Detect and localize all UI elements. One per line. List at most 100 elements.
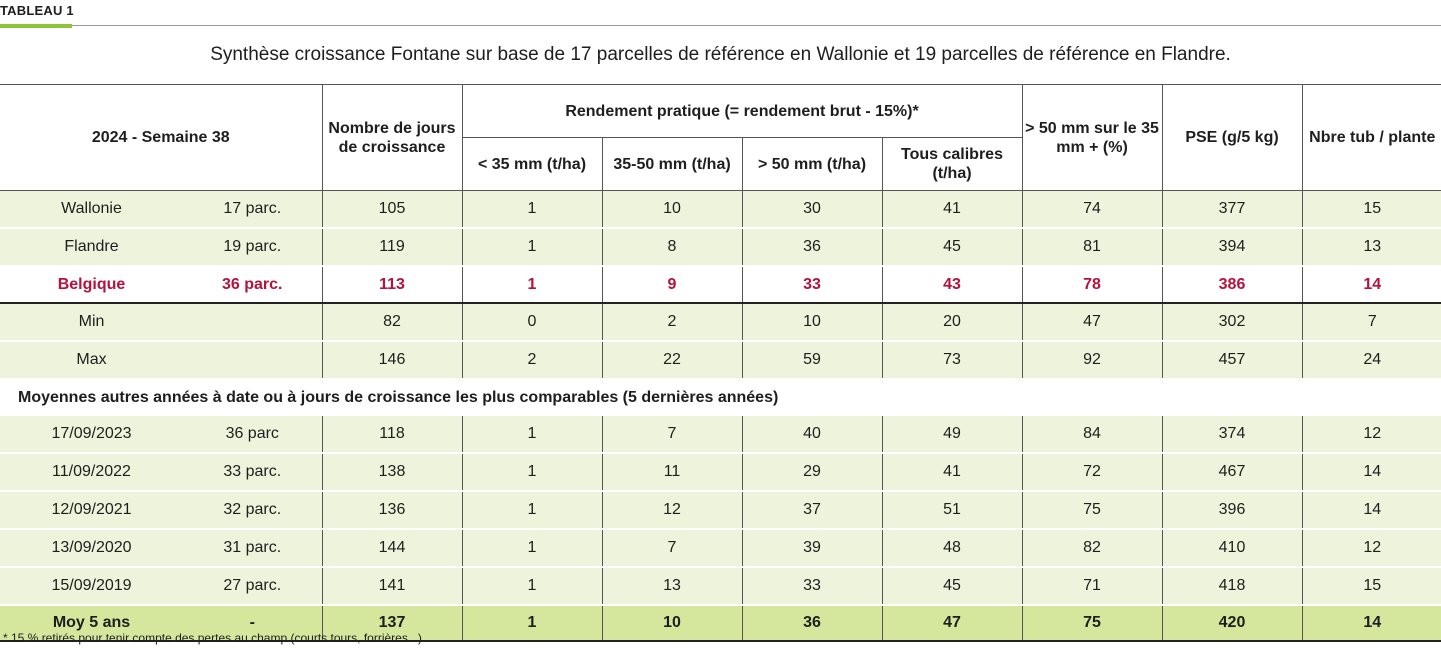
table-cell: 78 bbox=[1021, 265, 1163, 304]
table-cell: 36 bbox=[741, 604, 882, 642]
table-cell: 19 parc. bbox=[183, 228, 322, 267]
table-row: 11/09/2022 33 parc. 138 1 11 29 41 72 467 14 bbox=[0, 453, 1441, 492]
table-cell: 49 bbox=[881, 416, 1023, 454]
table-cell: 2 bbox=[461, 341, 602, 380]
table-cell: 396 bbox=[1161, 491, 1303, 530]
table-cell: 71 bbox=[1021, 567, 1163, 606]
header-period: 2024 - Semaine 38 bbox=[0, 84, 322, 191]
table-cell: 302 bbox=[1161, 303, 1303, 342]
table-cell: 37 bbox=[741, 491, 882, 530]
table-cell: 39 bbox=[741, 529, 882, 568]
table-cell: 146 bbox=[321, 341, 462, 380]
table-body: Wallonie 17 parc. 105 1 10 30 41 74 377 15 Flandre… bbox=[0, 190, 1441, 642]
table-cell: 12/09/2021 bbox=[0, 491, 183, 530]
table-caption: Synthèse croissance Fontane sur base de … bbox=[210, 44, 1231, 65]
table-cell: 84 bbox=[1021, 416, 1163, 454]
table-cell: 33 bbox=[741, 567, 882, 606]
table-cell: 13 bbox=[601, 567, 742, 606]
table-cell: 47 bbox=[881, 604, 1023, 642]
table-cell: 7 bbox=[1301, 303, 1441, 342]
table-cell: 73 bbox=[881, 341, 1023, 380]
table-cell: 374 bbox=[1161, 416, 1303, 454]
table-cell: 31 parc. bbox=[183, 529, 322, 568]
table-cell: 11 bbox=[601, 453, 742, 492]
section-title: Moyennes autres années à date ou à jours… bbox=[0, 379, 1441, 416]
table-row: Wallonie 17 parc. 105 1 10 30 41 74 377 15 bbox=[0, 190, 1441, 229]
table-cell: 32 parc. bbox=[183, 491, 322, 530]
table-cell: 36 parc. bbox=[183, 265, 322, 304]
table-cell: 12 bbox=[1301, 416, 1441, 454]
table-row: Min 82 0 2 10 20 47 302 7 bbox=[0, 303, 1441, 342]
table-cell: 82 bbox=[1021, 529, 1163, 568]
table-cell: Flandre bbox=[0, 228, 183, 267]
table-cell: 7 bbox=[601, 416, 742, 454]
table-cell: 82 bbox=[321, 303, 462, 342]
table-cell: 33 bbox=[741, 265, 882, 304]
table-row: 12/09/2021 32 parc. 136 1 12 37 51 75 396 14 bbox=[0, 491, 1441, 530]
header-all: Tous calibres (t/ha) bbox=[881, 137, 1023, 191]
table-cell: 41 bbox=[881, 190, 1023, 229]
table-cell: 118 bbox=[321, 416, 462, 454]
table-cell: 33 parc. bbox=[183, 453, 322, 492]
table-cell: 105 bbox=[321, 190, 462, 229]
table-cell: 36 bbox=[741, 228, 882, 267]
table-cell: 47 bbox=[1021, 303, 1163, 342]
table-row: 17/09/2023 36 parc 118 1 7 40 49 84 374 12 bbox=[0, 416, 1441, 454]
table-cell: Min bbox=[0, 303, 183, 342]
table-cell: 420 bbox=[1161, 604, 1303, 642]
table-cell: 119 bbox=[321, 228, 462, 267]
header-tubers: Nbre tub / plante bbox=[1301, 84, 1441, 191]
table-cell: 144 bbox=[321, 529, 462, 568]
table-cell: 81 bbox=[1021, 228, 1163, 267]
table-cell: 43 bbox=[881, 265, 1023, 304]
table-cell: 137 bbox=[321, 604, 462, 642]
table-cell: 10 bbox=[601, 604, 742, 642]
table-cell: 51 bbox=[881, 491, 1023, 530]
table-cell: 14 bbox=[1301, 265, 1441, 304]
table-cell: 467 bbox=[1161, 453, 1303, 492]
table-cell: Max bbox=[0, 341, 183, 380]
table-cell: 11/09/2022 bbox=[0, 453, 183, 492]
table-cell: 15 bbox=[1301, 190, 1441, 229]
table-cell: 14 bbox=[1301, 604, 1441, 642]
average-row: Moy 5 ans -137 1 10 36 47 75 420 14 bbox=[0, 604, 1441, 642]
table-cell: 141 bbox=[321, 567, 462, 606]
table-cell: 22 bbox=[601, 341, 742, 380]
table-cell: 59 bbox=[741, 341, 882, 380]
table-cell: 1 bbox=[461, 416, 602, 454]
table-cell: 7 bbox=[601, 529, 742, 568]
table-cell: 1 bbox=[461, 190, 602, 229]
table-cell: 394 bbox=[1161, 228, 1303, 267]
table-cell: 75 bbox=[1021, 491, 1163, 530]
table-cell: 14 bbox=[1301, 453, 1441, 492]
table-cell: 36 parc bbox=[183, 416, 322, 454]
header-pse: PSE (g/5 kg) bbox=[1161, 84, 1303, 191]
table-cell: 92 bbox=[1021, 341, 1163, 380]
table-cell: 45 bbox=[881, 228, 1023, 267]
table-row: 13/09/2020 31 parc. 144 1 7 39 48 82 410 12 bbox=[0, 529, 1441, 568]
tag-accent-bar bbox=[0, 24, 72, 28]
table-cell: 72 bbox=[1021, 453, 1163, 492]
table-cell bbox=[183, 341, 322, 380]
results-table: 2024 - Semaine 38 Nombre de jours de cro… bbox=[0, 84, 1441, 642]
table-row: Max 146 2 22 59 73 92 457 24 bbox=[0, 341, 1441, 380]
table-cell bbox=[183, 303, 322, 342]
table-cell: 9 bbox=[601, 265, 742, 304]
table-cell: 10 bbox=[601, 190, 742, 229]
table-cell: 24 bbox=[1301, 341, 1441, 380]
table-cell: 12 bbox=[1301, 529, 1441, 568]
table-cell: 1 bbox=[461, 604, 602, 642]
table-cell: 1 bbox=[461, 491, 602, 530]
table-row: 15/09/2019 27 parc. 141 1 13 33 45 71 418 15 bbox=[0, 567, 1441, 606]
table-cell: 75 bbox=[1021, 604, 1163, 642]
header-yield-group: Rendement pratique (= rendement brut - 1… bbox=[461, 84, 1023, 138]
table-cell: 1 bbox=[461, 567, 602, 606]
table-cell: 386 bbox=[1161, 265, 1303, 304]
section-row: Moyennes autres années à date ou à jours… bbox=[0, 379, 1441, 416]
table-cell: 13 bbox=[1301, 228, 1441, 267]
header-days: Nombre de jours de croissance bbox=[321, 84, 462, 191]
table-cell: 1 bbox=[461, 453, 602, 492]
table-cell: 418 bbox=[1161, 567, 1303, 606]
table-cell: 45 bbox=[881, 567, 1023, 606]
table-cell: 138 bbox=[321, 453, 462, 492]
